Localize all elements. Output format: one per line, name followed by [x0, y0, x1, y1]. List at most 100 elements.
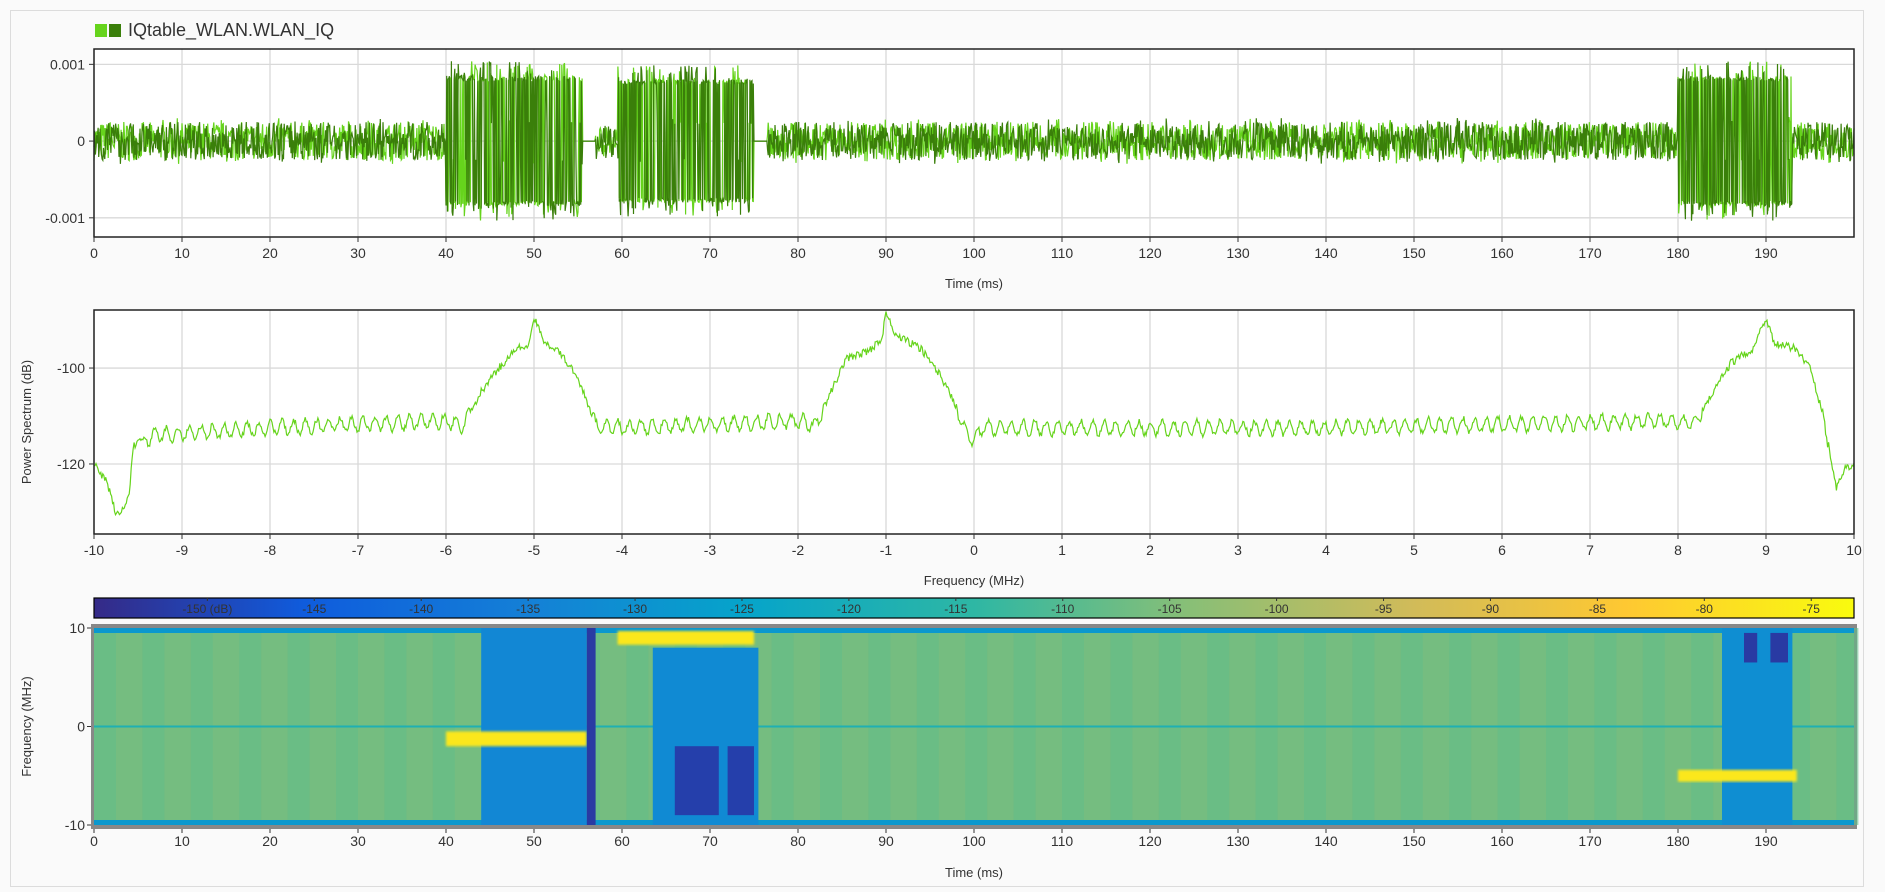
- y-axis-label: Frequency (MHz): [19, 676, 34, 776]
- x-tick-label: 70: [702, 245, 718, 261]
- x-tick-label: 80: [790, 833, 806, 849]
- spectrogram-signal-band: [446, 731, 587, 747]
- x-tick-label: 100: [962, 245, 986, 261]
- x-tick-label: 120: [1138, 833, 1162, 849]
- y-tick-label: -120: [57, 456, 85, 472]
- spectrogram-dc-line: [94, 725, 1854, 728]
- x-tick-label: 0: [90, 245, 98, 261]
- x-tick-label: 3: [1234, 542, 1242, 558]
- x-tick-label: 140: [1314, 245, 1338, 261]
- colorbar-tick-label: -140: [409, 602, 433, 616]
- colorbar-tick-label: -150 (dB): [182, 602, 232, 616]
- x-tick-label: 110: [1051, 833, 1074, 849]
- spectrogram-region: [727, 746, 754, 816]
- x-tick-label: -9: [176, 542, 189, 558]
- iq-time-plot: 0 10 20 30 40 50 60 70 80 90 100 110 120 130 140 150 160…: [45, 48, 1855, 291]
- x-tick-label: -2: [792, 542, 805, 558]
- x-tick-label: 180: [1666, 245, 1690, 261]
- colorbar-tick-label: -115: [944, 602, 967, 616]
- x-tick-label: 180: [1666, 833, 1690, 849]
- spectrogram-region: [674, 746, 719, 816]
- colorbar-tick-label: -105: [1158, 602, 1182, 616]
- x-axis-label: Time (ms): [945, 276, 1003, 291]
- x-tick-label: -1: [880, 542, 893, 558]
- y-axis-label: Power Spectrum (dB): [19, 360, 34, 484]
- x-tick-label: 6: [1498, 542, 1506, 558]
- x-tick-label: 140: [1314, 833, 1338, 849]
- x-tick-label: 10: [1846, 542, 1862, 558]
- legend-swatch-dark: [109, 24, 121, 37]
- colorbar: [93, 597, 1855, 619]
- x-tick-label: 50: [526, 245, 542, 261]
- x-tick-label: 30: [350, 833, 366, 849]
- x-tick-label: 100: [962, 833, 986, 849]
- x-tick-label: 160: [1490, 833, 1514, 849]
- spectrogram-region: [1770, 632, 1788, 663]
- x-tick-label: 80: [790, 245, 806, 261]
- x-tick-label: 8: [1674, 542, 1682, 558]
- spectrum-line: [93, 311, 1855, 517]
- x-tick-label: 190: [1754, 245, 1778, 261]
- colorbar-tick-label: -80: [1696, 602, 1714, 616]
- waveform-q-line: [93, 61, 1855, 221]
- x-tick-label: 10: [174, 245, 190, 261]
- y-tick-label: 0: [77, 133, 85, 149]
- colorbar-tick-label: -75: [1803, 602, 1821, 616]
- y-tick-label: -0.001: [45, 210, 85, 226]
- colorbar-tick-label: -95: [1375, 602, 1393, 616]
- spectrogram-signal-band: [1678, 769, 1797, 782]
- x-tick-label: 40: [438, 833, 454, 849]
- spectrogram-signal-band: [617, 630, 754, 645]
- colorbar-tick-label: -100: [1265, 602, 1289, 616]
- colorbar-tick-label: -85: [1589, 602, 1607, 616]
- y-tick-label: 0: [77, 719, 85, 735]
- colorbar-tick-label: -125: [730, 602, 754, 616]
- x-tick-label: 20: [262, 833, 278, 849]
- x-tick-label: -4: [616, 542, 629, 558]
- colorbar-tick-label: -145: [302, 602, 326, 616]
- x-tick-label: 170: [1578, 245, 1602, 261]
- x-axis-label: Time (ms): [945, 865, 1003, 880]
- spectrogram-region: [1744, 632, 1758, 663]
- y-tick-label: -10: [65, 817, 85, 833]
- spectrogram-region: [586, 628, 596, 825]
- x-tick-label: 60: [614, 245, 630, 261]
- x-tick-label: 90: [878, 833, 894, 849]
- x-tick-label: 50: [526, 833, 542, 849]
- x-tick-label: 160: [1490, 245, 1514, 261]
- colorbar-tick-label: -90: [1482, 602, 1500, 616]
- x-tick-label: 1: [1058, 542, 1066, 558]
- colorbar-tick-label: -135: [516, 602, 540, 616]
- x-tick-label: 7: [1586, 542, 1594, 558]
- spectrogram-edge-bottom: [94, 820, 1854, 825]
- x-tick-label: 20: [262, 245, 278, 261]
- y-tick-label: -100: [57, 360, 85, 376]
- x-tick-label: 90: [878, 245, 894, 261]
- spectrogram-plot: -150 (dB) -145 -140 -135 -130 -125 -120 -115 -11…: [19, 597, 1859, 880]
- legend-swatch-light: [95, 24, 107, 37]
- y-tick-label: 0.001: [50, 56, 85, 72]
- x-tick-label: 150: [1402, 833, 1426, 849]
- x-tick-label: 110: [1051, 245, 1074, 261]
- x-tick-label: 130: [1226, 833, 1250, 849]
- y-tick-label: 10: [69, 620, 85, 636]
- colorbar-tick-label: -120: [837, 602, 861, 616]
- power-spectrum-plot: -10 -9 -8 -7 -6 -5 -4 -3 -2 -1 0 1 2 3 4 5 6 7 8 9 10-120-10…: [19, 309, 1862, 588]
- x-tick-label: -10: [84, 542, 104, 558]
- x-tick-label: 10: [174, 833, 190, 849]
- x-tick-label: 40: [438, 245, 454, 261]
- spectrogram-edge-top: [94, 628, 1854, 633]
- x-tick-label: 190: [1754, 833, 1778, 849]
- x-tick-label: 4: [1322, 542, 1330, 558]
- x-tick-label: 30: [350, 245, 366, 261]
- x-tick-label: -5: [528, 542, 541, 558]
- x-tick-label: 2: [1146, 542, 1154, 558]
- x-tick-label: -3: [704, 542, 717, 558]
- legend[interactable]: IQtable_WLAN.WLAN_IQ: [95, 20, 334, 41]
- x-tick-label: 0: [90, 833, 98, 849]
- x-tick-label: 150: [1402, 245, 1426, 261]
- legend-label: IQtable_WLAN.WLAN_IQ: [128, 20, 335, 40]
- x-tick-label: 130: [1226, 245, 1250, 261]
- colorbar-tick-label: -110: [1051, 602, 1074, 616]
